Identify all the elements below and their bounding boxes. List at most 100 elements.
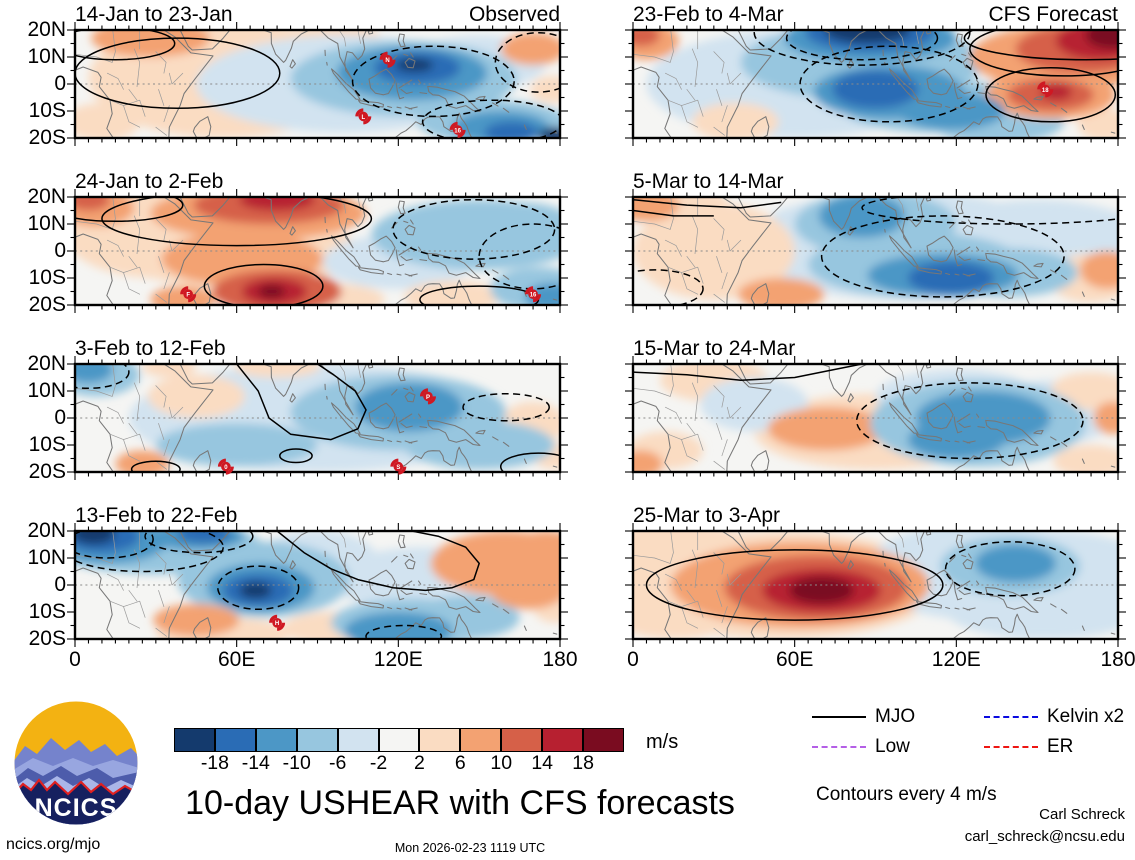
coastline [945, 105, 951, 109]
wave-contour [75, 197, 184, 223]
country-border [664, 239, 682, 257]
coastline [502, 608, 510, 614]
coastline [179, 197, 231, 218]
country-border [721, 439, 728, 457]
country-border [133, 382, 141, 422]
coastline [552, 632, 558, 635]
panel-title: 5-Mar to 14-Mar [633, 170, 784, 193]
country-border [915, 197, 919, 211]
coastline [877, 30, 926, 82]
country-border [633, 220, 671, 230]
anomaly-blob [258, 284, 286, 299]
coastline [163, 531, 214, 639]
anomaly-blob [767, 407, 887, 451]
wave-contour [421, 99, 560, 138]
coastline [419, 92, 428, 95]
coastline [409, 219, 414, 225]
coastline [319, 364, 368, 416]
coastline [952, 613, 1031, 639]
coastline [419, 426, 428, 429]
coastline [847, 226, 854, 236]
coastline [409, 553, 414, 559]
coastline [289, 59, 296, 69]
anomaly-blob [75, 531, 116, 545]
coastline [1033, 429, 1044, 435]
coastline [877, 364, 926, 416]
country-border [721, 606, 728, 624]
coastline [888, 569, 919, 601]
anomaly-blob [508, 531, 560, 575]
coastline [847, 560, 854, 570]
coastline [961, 53, 967, 57]
coastline [417, 580, 422, 585]
coastline [949, 389, 956, 396]
country-border [686, 256, 696, 268]
anomaly-blob [633, 450, 663, 472]
anomaly-blob [75, 364, 113, 383]
coastline [396, 607, 402, 610]
coastline [1050, 436, 1057, 441]
coastline [492, 603, 499, 608]
map-panel-observed-2: F 16 [66, 188, 569, 314]
lat-tick-label: 20S [28, 126, 66, 149]
anomaly-blob [233, 364, 321, 378]
country-border [139, 266, 146, 284]
lat-tick-label: 10S [28, 433, 66, 456]
country-border [338, 531, 347, 548]
country-border [681, 105, 699, 128]
site-link[interactable]: ncics.org/mjo [6, 836, 101, 853]
country-border [681, 272, 699, 295]
svg-text:18: 18 [1042, 88, 1049, 94]
coastline [945, 439, 951, 443]
panel-header: 23-Feb to 4-Mar CFS Forecast [633, 3, 1118, 29]
coastline [400, 255, 413, 262]
wave-contour [75, 364, 130, 390]
panel-header: 5-Mar to 14-Mar [633, 170, 1118, 196]
coastline [357, 266, 385, 275]
colorbar-segment [296, 728, 338, 752]
country-border [681, 606, 699, 629]
coastline [954, 607, 960, 610]
colorbar-segment [378, 728, 420, 752]
coastline [400, 589, 413, 596]
coastline [552, 465, 558, 468]
anomaly-blob [465, 202, 560, 246]
country-border [106, 573, 124, 591]
lat-tick-label: 20N [27, 18, 66, 41]
anomaly-blob [155, 423, 318, 467]
coastline [985, 419, 1039, 447]
coastline [289, 226, 296, 236]
wave-contour [279, 448, 313, 464]
coastline [967, 553, 972, 559]
coastline [502, 441, 510, 447]
panel-header: 13-Feb to 22-Feb [75, 504, 560, 530]
coastline [953, 82, 963, 100]
coastline [1110, 465, 1116, 468]
coastline [492, 436, 499, 441]
colorbar-segment [174, 728, 215, 752]
country-border [686, 89, 696, 101]
coastline [330, 68, 361, 100]
coastline [419, 259, 428, 262]
coastline [398, 413, 413, 423]
country-border [915, 531, 919, 545]
coastline [394, 613, 473, 639]
country-border [357, 30, 361, 44]
coastline [404, 391, 416, 403]
country-border [123, 606, 141, 629]
coastline [975, 580, 980, 585]
coastline [395, 249, 405, 267]
svg-text:H: H [275, 621, 279, 627]
legend-line-kelvin-x2 [984, 716, 1038, 718]
anomaly-blob [489, 571, 560, 610]
coastline [330, 569, 361, 601]
panel-title: 23-Feb to 4-Mar [633, 3, 784, 26]
country-border [111, 197, 116, 230]
anomaly-blob [91, 30, 210, 57]
coastline [721, 364, 772, 472]
coastline [961, 220, 967, 224]
country-border [721, 272, 728, 290]
country-border [664, 406, 682, 424]
coastline [1081, 458, 1085, 464]
